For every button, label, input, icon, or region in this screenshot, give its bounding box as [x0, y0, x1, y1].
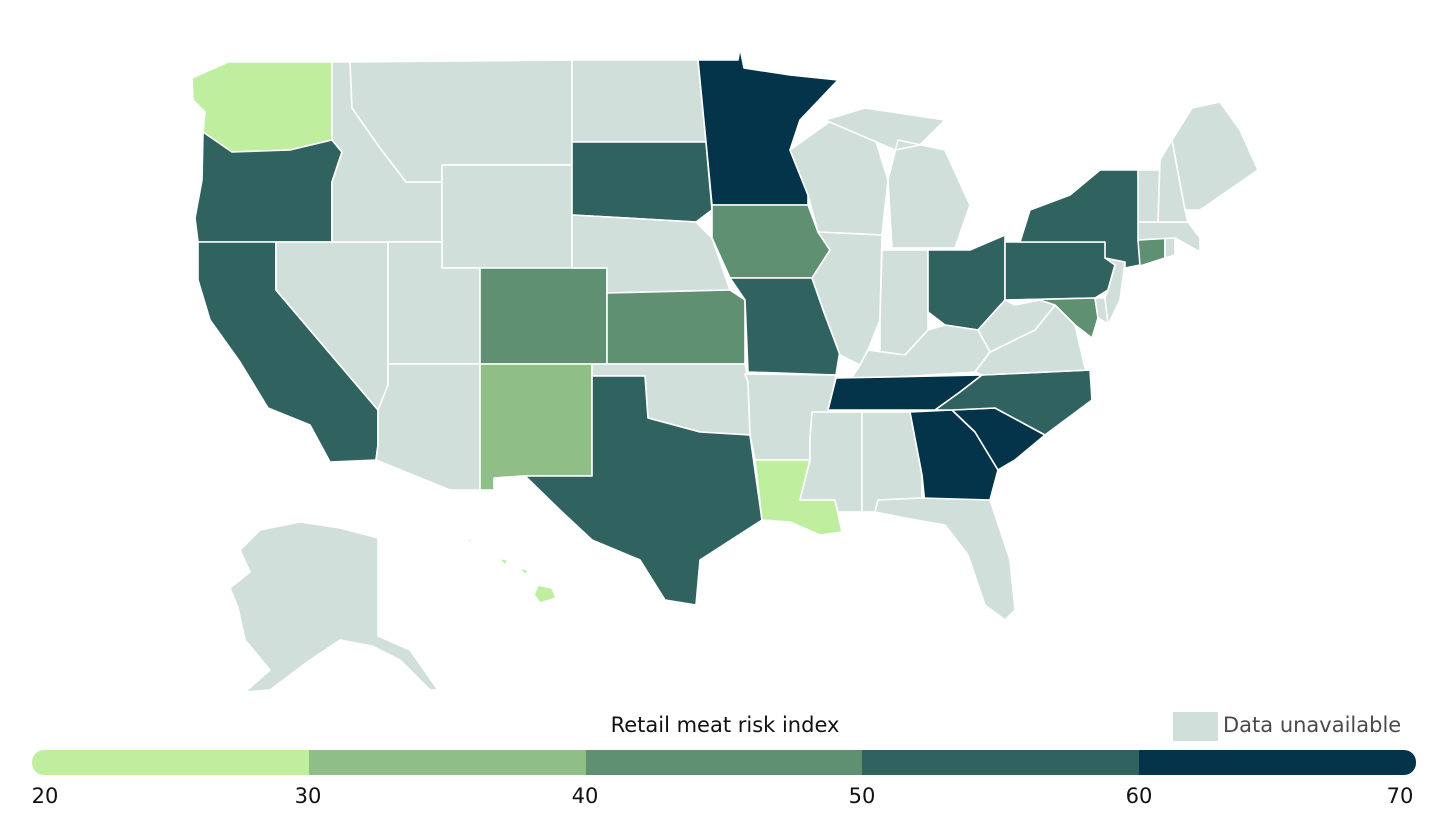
legend-bin-40-50	[585, 750, 863, 775]
legend-tick-20: 20	[31, 784, 59, 808]
state-ND[interactable]	[571, 59, 707, 143]
state-MI[interactable]	[824, 107, 971, 249]
state-WY[interactable]	[441, 164, 573, 269]
legend-bin-50-60	[862, 750, 1140, 775]
state-HI[interactable]	[465, 537, 557, 604]
state-CT[interactable]	[1137, 237, 1166, 267]
state-NH[interactable]	[1157, 139, 1189, 223]
us-choropleth-map	[191, 47, 1259, 693]
state-IA[interactable]	[711, 204, 831, 279]
legend-bin-60-70	[1139, 750, 1416, 775]
state-RI[interactable]	[1164, 237, 1176, 259]
state-FL[interactable]	[874, 497, 1016, 621]
state-CO[interactable]	[479, 267, 608, 365]
legend-tick-40: 40	[571, 784, 599, 808]
state-KS[interactable]	[606, 289, 746, 365]
state-VT[interactable]	[1137, 169, 1161, 223]
state-NM[interactable]	[479, 363, 593, 491]
legend-tick-60: 60	[1125, 784, 1153, 808]
legend-tick-30: 30	[294, 784, 322, 808]
state-AZ[interactable]	[375, 363, 481, 491]
state-AK[interactable]	[229, 521, 439, 693]
legend-bin-30-40	[308, 750, 586, 775]
data-unavailable-label: Data unavailable	[1223, 713, 1402, 737]
legend-bin-20-30	[32, 750, 309, 775]
legend-title: Retail meat risk index	[610, 713, 840, 737]
state-NC[interactable]	[934, 369, 1093, 436]
state-TX[interactable]	[524, 375, 763, 606]
legend-tick-50: 50	[848, 784, 876, 808]
legend-color-bar	[32, 750, 1416, 775]
state-ME[interactable]	[1171, 101, 1259, 211]
data-unavailable-swatch	[1173, 712, 1218, 741]
state-NJ[interactable]	[1104, 257, 1126, 326]
state-SD[interactable]	[571, 141, 713, 223]
state-PA[interactable]	[1004, 241, 1116, 301]
legend-tick-70: 70	[1386, 784, 1414, 808]
